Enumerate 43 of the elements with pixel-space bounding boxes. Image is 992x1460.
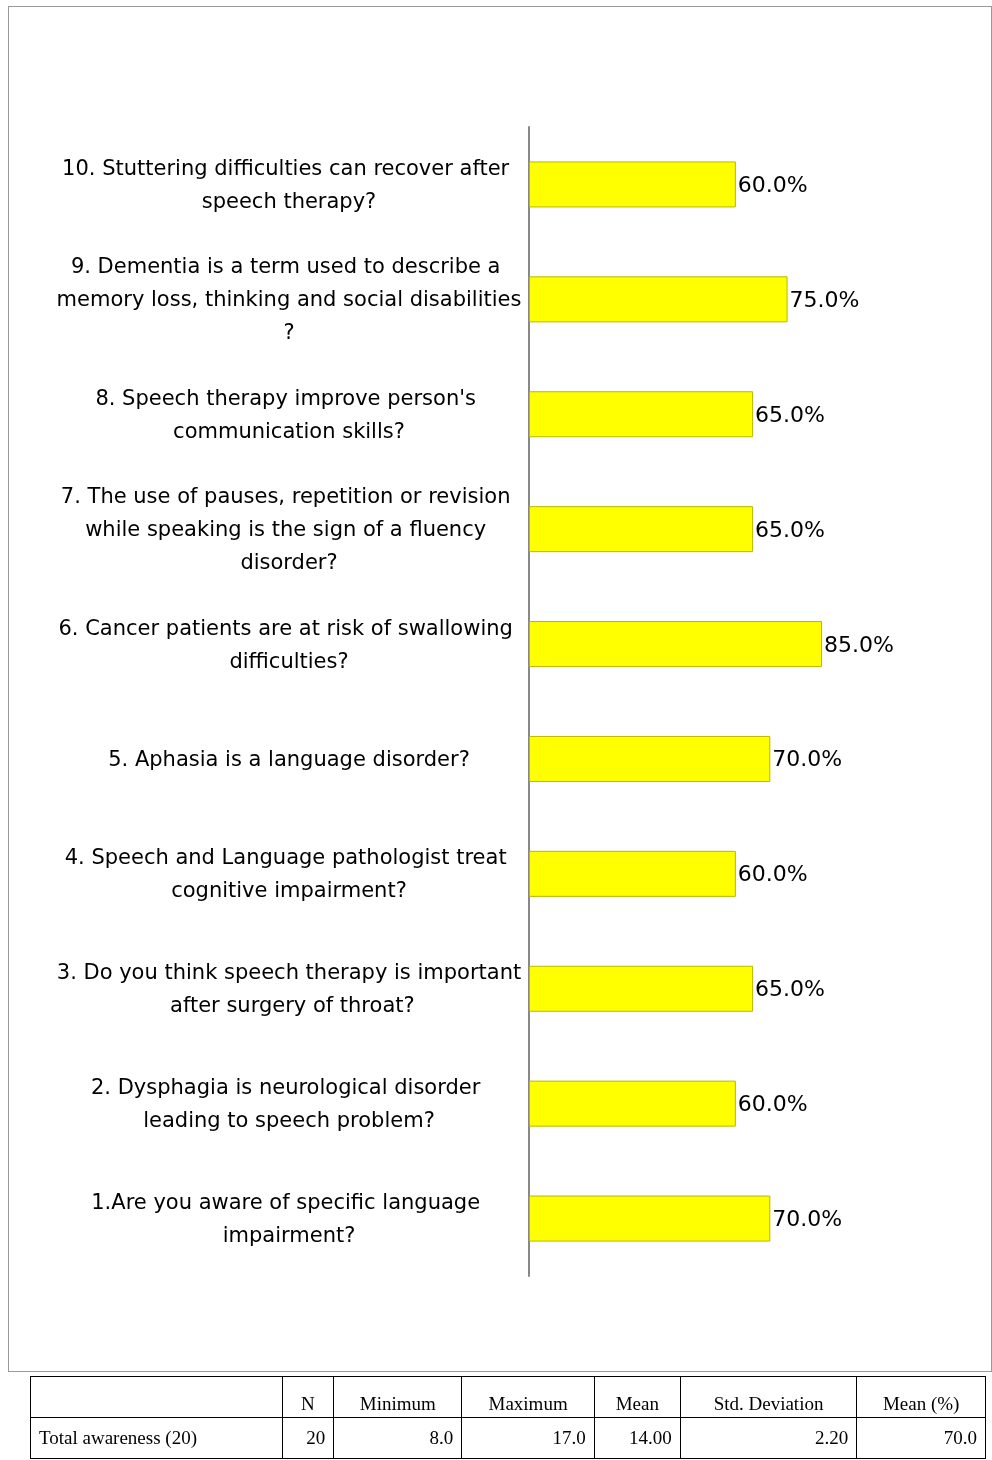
y-tick-label: 9. Dementia is a term used to describe a memory loss, thinking and social disabilities? [56, 254, 522, 345]
y-tick-label: 4. Speech and Language pathologist treat cognitive impairment? [64, 845, 514, 903]
bar [529, 1080, 736, 1127]
data-label: 65.0% [755, 401, 825, 427]
bar [529, 506, 754, 553]
y-tick-label: 8. Speech therapy improve person's communication skills? [95, 385, 483, 443]
data-label: 85.0% [824, 631, 894, 657]
text: 17.0 [461, 1417, 595, 1459]
category-label: Maximum [461, 1376, 595, 1418]
text: Total awareness (20) [30, 1417, 283, 1459]
y-tick-label: 2. Dysphagia is neurological disorder leading to speech problem? [90, 1075, 488, 1133]
y-tick-label: 1.Are you aware of specific language impairment? [91, 1190, 487, 1248]
data-label: 70.0% [772, 746, 843, 772]
bar [529, 965, 754, 1012]
category-label: Minimum [333, 1376, 462, 1418]
y-tick-label: 5. Aphasia is a language disorder? [108, 746, 470, 771]
y-tick-label: 6. Cancer patients are at risk of swallowing difficulties? [58, 615, 520, 673]
data-label: 60.0% [737, 171, 808, 197]
y-tick-label: 3. Do you think speech therapy is important after surgery of throat? [56, 960, 522, 1018]
bar [529, 1195, 771, 1242]
bar [529, 276, 788, 323]
bar [529, 391, 754, 438]
category-label: N [282, 1376, 334, 1418]
data-label: 65.0% [755, 516, 825, 542]
text: 14.00 [594, 1417, 681, 1459]
text: 8.0 [333, 1417, 462, 1459]
y-tick-label: 10. Stuttering difficulties can recover after speech therapy? [62, 155, 516, 213]
category-label: Mean (%) [856, 1376, 986, 1418]
text: 2.20 [680, 1417, 857, 1459]
text: 20 [282, 1417, 334, 1459]
data-label: 70.0% [772, 1206, 843, 1232]
y-tick-label: 7. The use of pauses, repetition or revision while speaking is the sign of a fluency disorder? [60, 484, 518, 575]
bar [529, 621, 823, 668]
bar [529, 850, 736, 897]
category-label: Mean [594, 1376, 681, 1418]
data-label: 60.0% [737, 861, 808, 887]
data-label: 60.0% [737, 1091, 808, 1117]
bar [529, 161, 736, 208]
data-label: 75.0% [789, 286, 860, 312]
data-label: 65.0% [755, 976, 825, 1002]
bar [529, 735, 771, 782]
category-label: Std. Deviation [680, 1376, 857, 1418]
text: 70.0 [856, 1417, 986, 1459]
